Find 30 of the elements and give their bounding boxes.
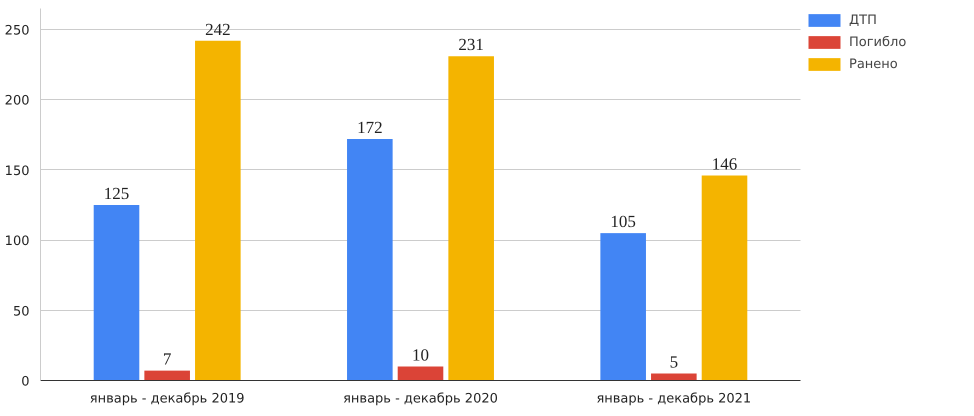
data-label: 172 xyxy=(357,118,383,138)
data-label: 231 xyxy=(458,35,484,54)
bar xyxy=(144,370,190,380)
x-tick-label: январь - декабрь 2020 xyxy=(343,392,498,406)
legend-label: Погибло xyxy=(849,34,906,50)
y-tick-label: 50 xyxy=(12,304,30,320)
data-label: 242 xyxy=(205,20,231,39)
data-label: 125 xyxy=(104,184,130,204)
data-label: 105 xyxy=(610,212,636,232)
bar xyxy=(651,373,697,380)
y-tick-label: 100 xyxy=(4,234,30,250)
data-label: 10 xyxy=(412,345,429,364)
bar xyxy=(448,56,494,380)
data-label: 5 xyxy=(670,352,678,372)
data-label: 146 xyxy=(712,154,738,174)
data-label: 7 xyxy=(162,350,172,369)
x-tick-label: январь - декабрь 2019 xyxy=(90,392,245,406)
bar xyxy=(600,233,646,380)
y-tick-label: 250 xyxy=(4,24,30,39)
bar xyxy=(702,176,748,380)
legend-label: ДТП xyxy=(849,12,877,28)
y-tick-label: 0 xyxy=(21,374,30,390)
y-tick-label: 200 xyxy=(4,94,30,109)
x-tick-label: январь - декабрь 2021 xyxy=(596,392,752,406)
legend-label: Ранено xyxy=(849,56,898,72)
bar xyxy=(195,40,241,380)
bar xyxy=(347,139,393,380)
y-tick-label: 150 xyxy=(4,164,30,179)
bar xyxy=(398,366,444,380)
bar xyxy=(94,205,140,380)
